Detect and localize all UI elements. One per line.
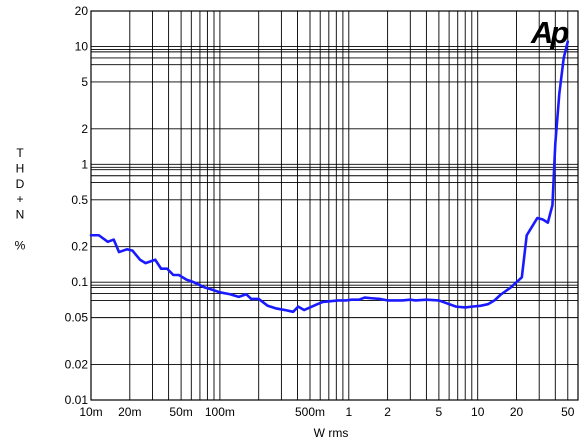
y-tick-label: 10 <box>75 39 89 53</box>
x-tick-label: 5 <box>436 405 443 419</box>
ap-logo-text: Ap <box>530 15 568 50</box>
x-tick-label: 2 <box>384 405 391 419</box>
grid <box>90 11 579 400</box>
audio-precision-logo: Ap <box>530 15 571 50</box>
x-tick-label: 20m <box>118 405 141 419</box>
y-axis-label-char: H <box>16 161 25 175</box>
x-tick-label: 10 <box>471 405 485 419</box>
y-tick-label: 0.5 <box>71 193 88 207</box>
y-tick-label: 0.01 <box>65 393 89 407</box>
x-axis-label: W rms <box>314 426 349 440</box>
y-tick-label: 5 <box>81 75 88 89</box>
plot-frame <box>90 10 579 401</box>
y-axis-label-char: T <box>16 146 24 160</box>
y-axis-label: THD+ N% <box>15 146 26 252</box>
x-tick-label: 50m <box>169 405 192 419</box>
x-tick-label: 500m <box>295 405 325 419</box>
y-tick-labels: 0.01 0.02 0.05 0.1 0.2 0.5 1 2 5 10 20 <box>65 4 89 407</box>
y-tick-label: 2 <box>81 122 88 136</box>
y-axis-label-char: D <box>16 177 25 191</box>
y-axis-label-char: N <box>16 208 25 222</box>
x-tick-label: 1 <box>345 405 352 419</box>
y-tick-label: 1 <box>81 157 88 171</box>
y-axis-label-char: + <box>16 192 23 206</box>
x-tick-label: 100m <box>205 405 235 419</box>
y-tick-label: 0.1 <box>71 275 88 289</box>
x-tick-label: 10m <box>79 405 102 419</box>
y-tick-label: 0.02 <box>65 358 89 372</box>
x-tick-label: 50 <box>561 405 575 419</box>
y-tick-label: 20 <box>75 4 89 18</box>
series-line-thd-n <box>89 40 570 314</box>
y-axis-label-char: % <box>15 238 26 252</box>
x-tick-labels: 10m 20m 50m 100m 500m 1 2 5 10 20 50 <box>79 405 574 419</box>
x-tick-label: 20 <box>510 405 524 419</box>
y-tick-label: 0.2 <box>71 240 88 254</box>
y-tick-label: 0.05 <box>65 311 89 325</box>
